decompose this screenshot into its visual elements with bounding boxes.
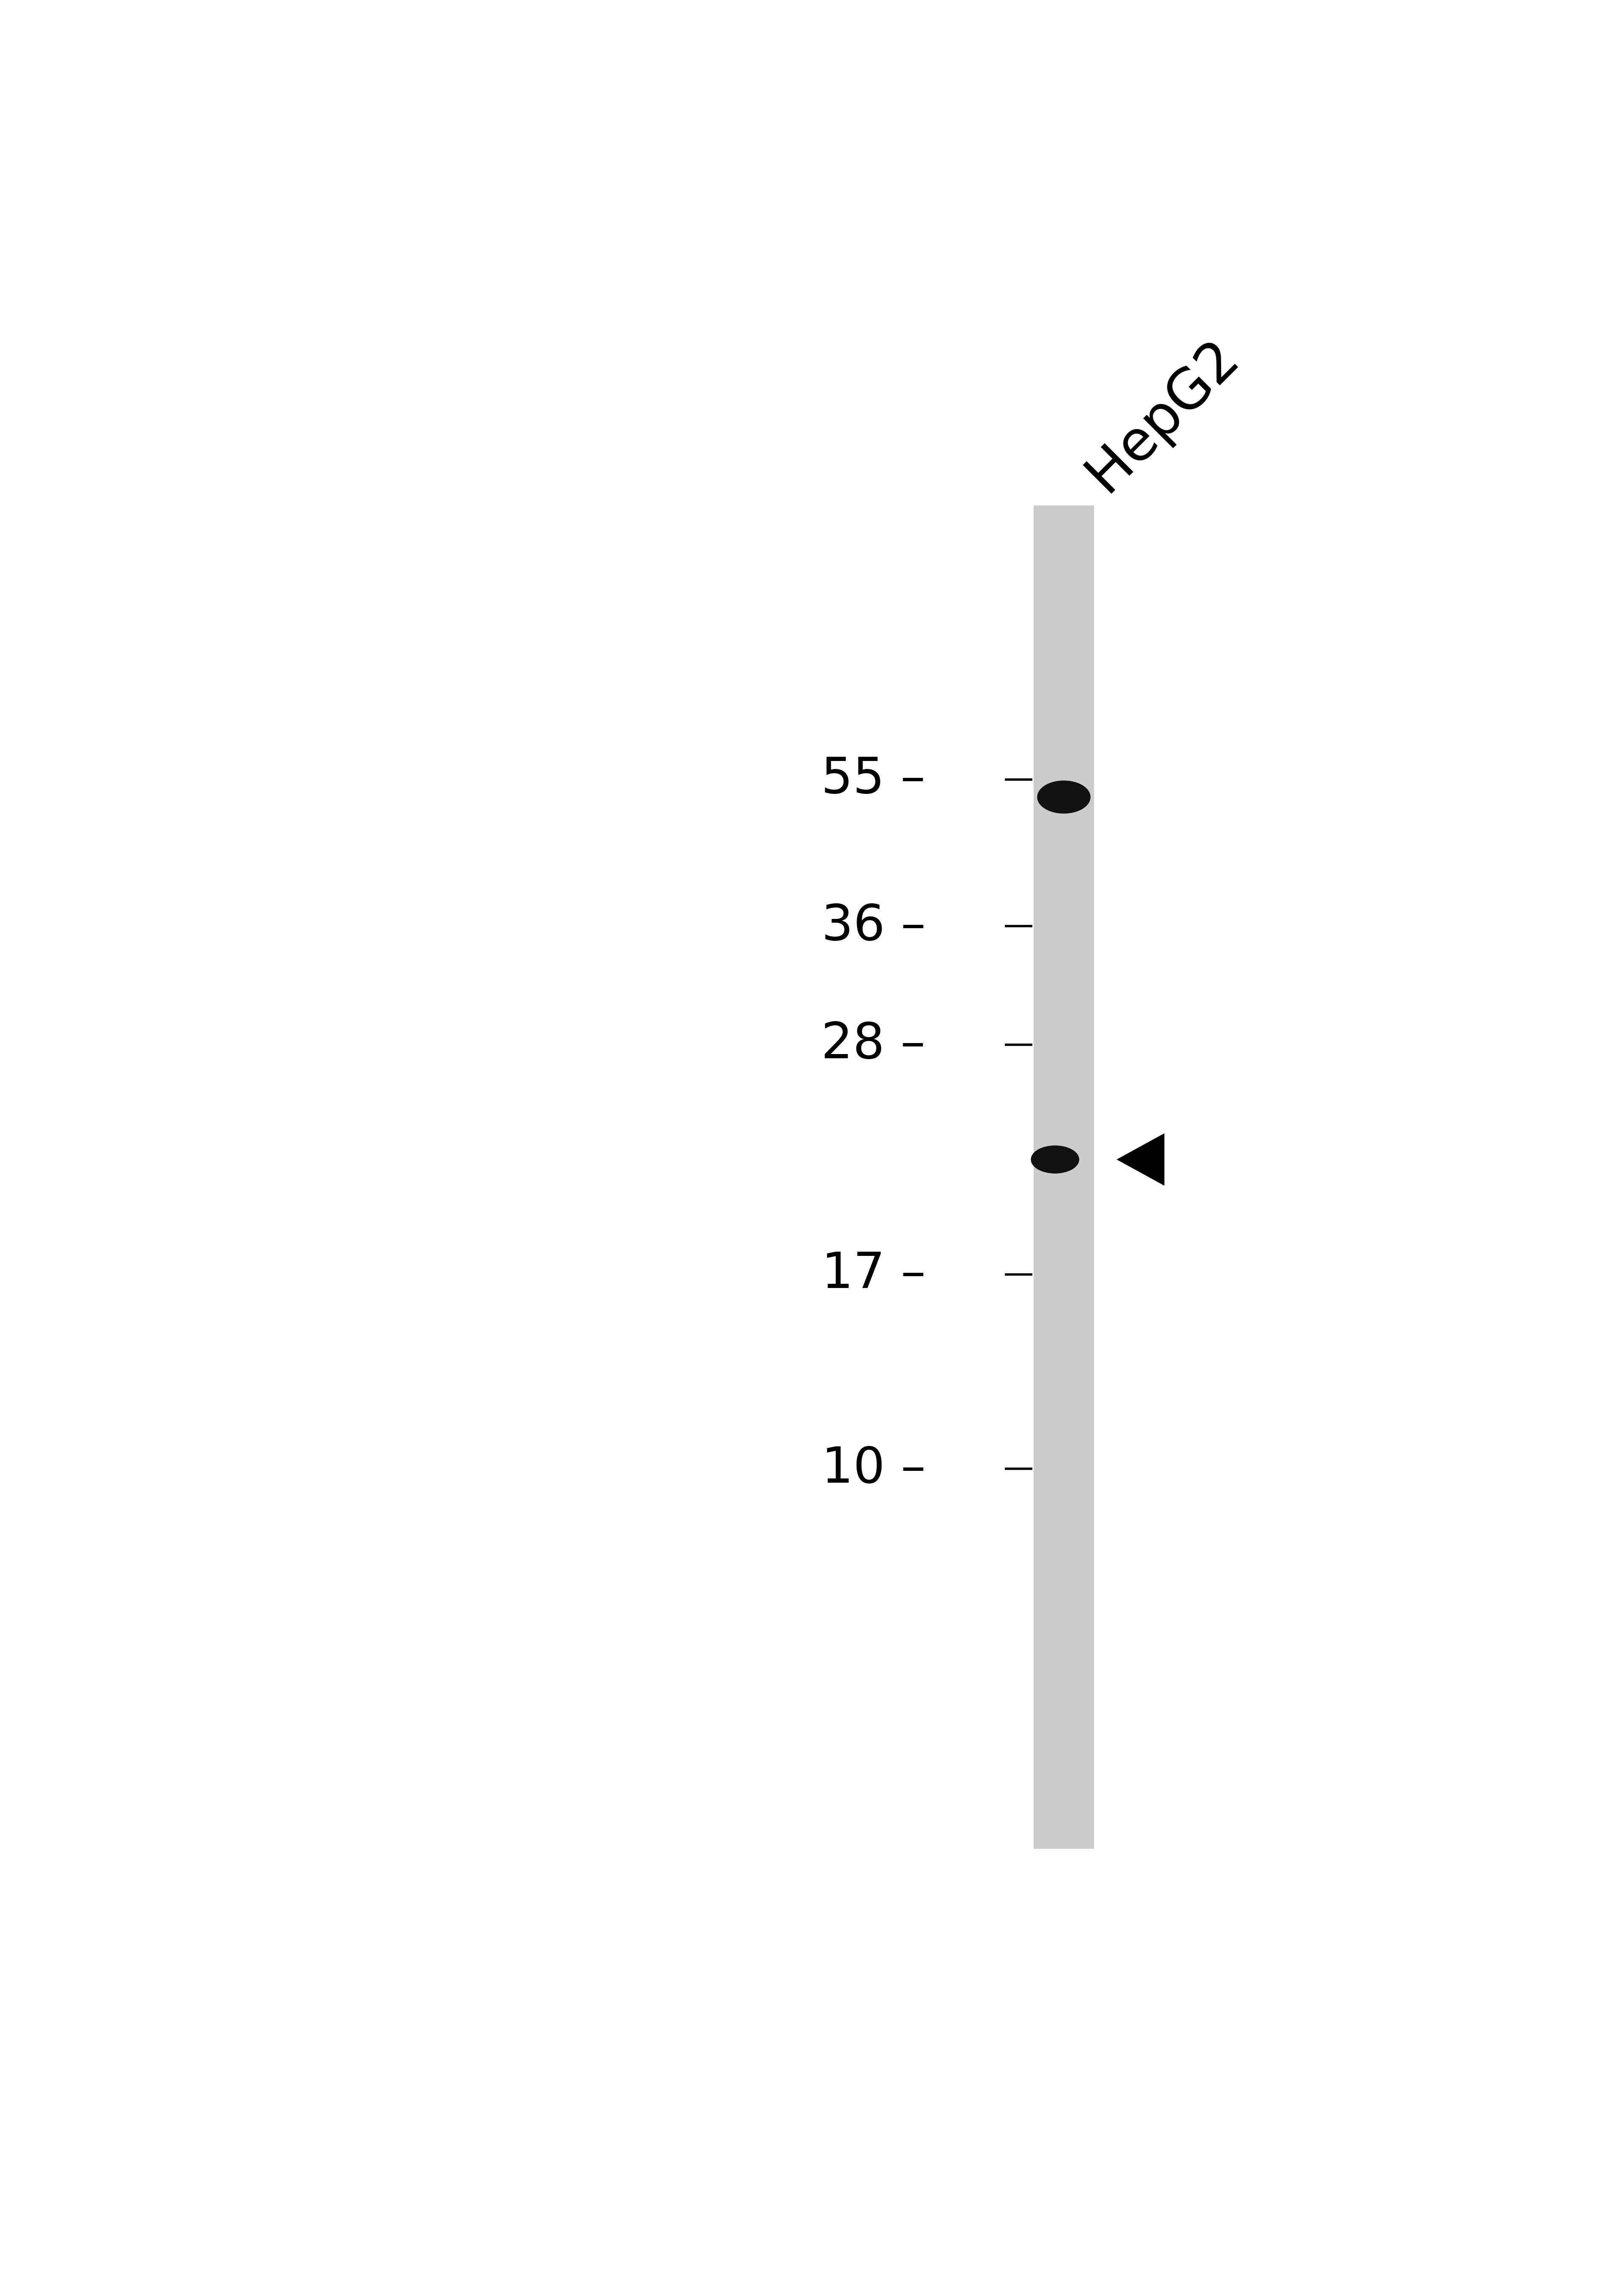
Polygon shape — [1116, 1134, 1165, 1185]
Text: 36 –: 36 – — [821, 902, 926, 951]
Text: 17 –: 17 – — [821, 1249, 926, 1300]
Text: HepG2: HepG2 — [1077, 328, 1249, 503]
Text: 10 –: 10 – — [821, 1444, 926, 1492]
Ellipse shape — [1032, 1146, 1079, 1173]
Bar — [1033, 505, 1093, 1848]
Text: 55 –: 55 – — [821, 755, 926, 804]
Text: 28 –: 28 – — [821, 1019, 926, 1070]
Ellipse shape — [1038, 781, 1090, 813]
